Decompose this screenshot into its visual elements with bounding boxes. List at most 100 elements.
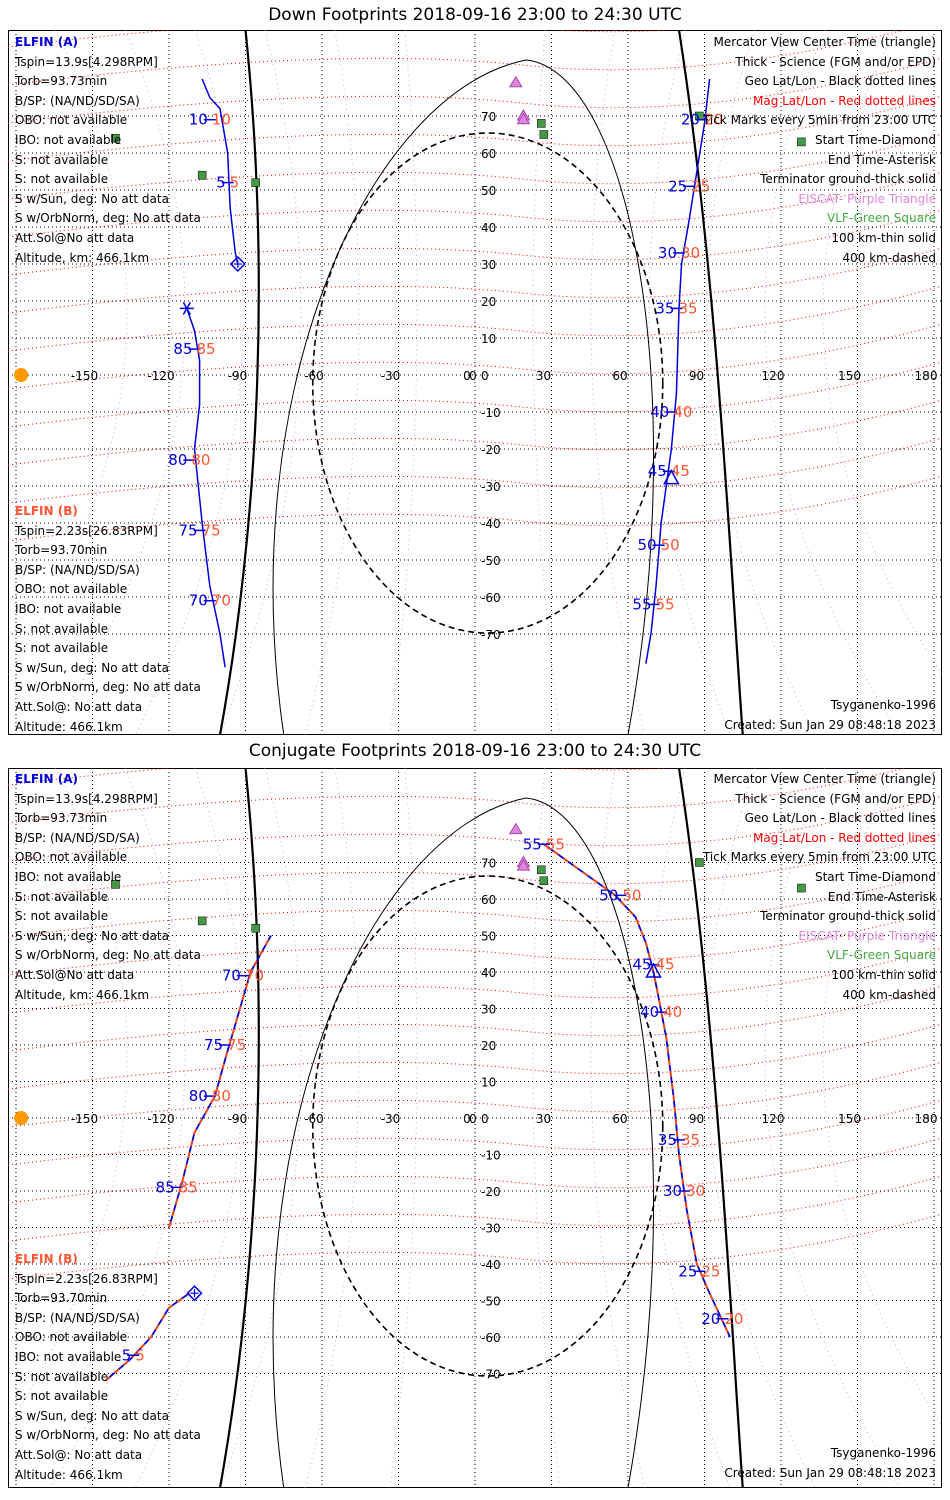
info-line: IBO: not available: [15, 132, 122, 147]
lat-tick-label: 10: [481, 332, 496, 346]
terminator-100km: [272, 797, 655, 1488]
lon-tick-label: 120: [762, 1112, 785, 1126]
start-diamond: [229, 255, 246, 273]
vlf-square: [111, 880, 120, 889]
tick-label-a: 20: [681, 111, 700, 129]
tick-label-a: 55: [632, 595, 651, 613]
lat-tick-label: -50: [481, 1295, 501, 1309]
tick-label-a: 25: [668, 177, 687, 195]
lat-tick-label: 50: [481, 930, 496, 944]
tick-label-b: 50: [622, 886, 641, 904]
lon-tick-label: 180: [915, 1112, 938, 1126]
tick-label-a: 30: [658, 244, 677, 262]
elfin-a-info-down: ELFIN (A) Tspin=13.9s[4.298RPM] Torb=93.…: [15, 33, 201, 268]
lat-tick-label: -60: [481, 591, 501, 605]
info-line: Torb=93.73min: [15, 74, 108, 89]
info-line: Altitude: 466.1km: [15, 1467, 123, 1482]
legend-item: Geo Lat/Lon - Black dotted lines: [744, 811, 936, 826]
legend-item: Start Time-Diamond: [814, 869, 936, 884]
mag-lon-line: [304, 768, 360, 1488]
mag-lon-line: [389, 768, 418, 1488]
info-line: B/SP: (NA/ND/SD/SA): [15, 562, 140, 577]
terminator-400km: [311, 875, 664, 1377]
legend-item: Tick Marks every 5min from 23:00 UTC: [702, 113, 936, 128]
lon-tick-label: -120: [147, 369, 174, 383]
info-line: S w/OrbNorm, deg: No att data: [15, 948, 201, 963]
lon-tick-label: 0: [469, 369, 477, 383]
lat-tick-label: -40: [481, 517, 501, 531]
info-line: B/SP: (NA/ND/SD/SA): [15, 1310, 140, 1325]
tick-label-b: 55: [546, 835, 565, 853]
legend-item: 400 km-dashed: [842, 250, 936, 265]
tick-label-b: 55: [656, 595, 675, 613]
mag-lon-line: [134, 768, 244, 1488]
info-line: Tspin=2.23s[26.83RPM]: [15, 523, 158, 538]
legend-item: Terminator ground-thick solid: [760, 909, 936, 924]
trace-line: [543, 843, 731, 1338]
legend-item: Mag Lat/Lon - Red dotted lines: [752, 830, 936, 845]
lon-tick-label: -150: [71, 369, 98, 383]
info-line: S w/OrbNorm, deg: No att data: [15, 1428, 201, 1443]
tick-label-a: 10: [189, 111, 208, 129]
model-label: Tsyganenko-1996: [830, 1446, 936, 1460]
eiscat-triangle: [516, 859, 531, 871]
tick-label-b: 40: [673, 403, 692, 421]
vlf-square: [537, 119, 546, 128]
trace-line: [104, 1292, 190, 1382]
lon-tick-label: -60: [304, 1112, 324, 1126]
tick-label-a: 55: [523, 835, 542, 853]
info-line: Tspin=2.23s[26.83RPM]: [15, 1271, 158, 1286]
center-triangle: [645, 962, 662, 978]
tick-label-b: 75: [227, 1036, 246, 1054]
center-triangle: [663, 469, 680, 485]
vlf-square: [197, 916, 207, 926]
tick-label-b: 70: [245, 967, 264, 985]
lat-tick-label: -30: [481, 480, 501, 494]
terminator-west: [218, 30, 260, 735]
sun-icon: [14, 368, 29, 382]
info-line: S w/Sun, deg: No att data: [15, 660, 169, 675]
lat-tick-label: -10: [481, 406, 501, 420]
info-line: S w/Sun, deg: No att data: [15, 1408, 169, 1423]
vlf-square: [537, 865, 546, 875]
tick-label-a: 45: [648, 462, 667, 480]
conjugate-footprints-map: -70-60-50-40-30-20-10010203040506070-150…: [8, 768, 942, 1488]
info-line: S: not available: [15, 889, 109, 904]
info-line: S: not available: [15, 1389, 109, 1404]
lat-tick-label: 60: [481, 147, 496, 161]
legend-item: End Time-Asterisk: [827, 152, 936, 167]
info-line: S: not available: [15, 621, 109, 636]
footer-down: Tsyganenko-1996 Created: Sun Jan 29 08:4…: [724, 696, 936, 735]
info-line: OBO: not available: [15, 113, 128, 128]
tick-label-b: 20: [724, 1310, 743, 1328]
tick-label-b: 70: [212, 592, 231, 610]
info-line: S w/OrbNorm, deg: No att data: [15, 211, 201, 226]
tick-label-b: 80: [191, 451, 210, 469]
terminator-east: [677, 30, 744, 735]
vlf-square: [797, 883, 806, 893]
tick-label-b: 45: [656, 956, 675, 974]
mag-lon-line: [706, 768, 816, 1488]
lon-tick-label: 0: [469, 1112, 477, 1126]
trace-line: [645, 78, 711, 664]
lon-tick-label: 90: [689, 1112, 704, 1126]
legend-down: Mercator View Center Time (triangle) Thi…: [703, 33, 936, 268]
created-label: Created: Sun Jan 29 08:48:18 2023: [724, 717, 936, 732]
tick-label-b: 30: [686, 1182, 705, 1200]
tick-label-a: 70: [222, 967, 241, 985]
lat-tick-label: 20: [481, 295, 496, 309]
vlf-square: [251, 178, 260, 187]
lon-tick-label: 0: [463, 1112, 471, 1126]
info-line: Altitude: 466.1km: [15, 719, 123, 734]
info-line: Att.Sol@No att data: [15, 230, 135, 245]
legend-item: EISCAT- Purple Triangle: [798, 191, 936, 206]
lon-tick-label: 60: [612, 369, 627, 383]
info-line: Torb=93.70min: [15, 1291, 108, 1306]
tick-label-a: 25: [678, 1262, 697, 1280]
terminator-400km: [311, 132, 664, 634]
lat-tick-label: 40: [481, 966, 496, 980]
tick-label-b: 25: [691, 177, 710, 195]
legend-item: VLF-Green Square: [827, 948, 936, 963]
mag-lon-line: [389, 30, 418, 735]
info-line: IBO: not available: [15, 601, 122, 616]
